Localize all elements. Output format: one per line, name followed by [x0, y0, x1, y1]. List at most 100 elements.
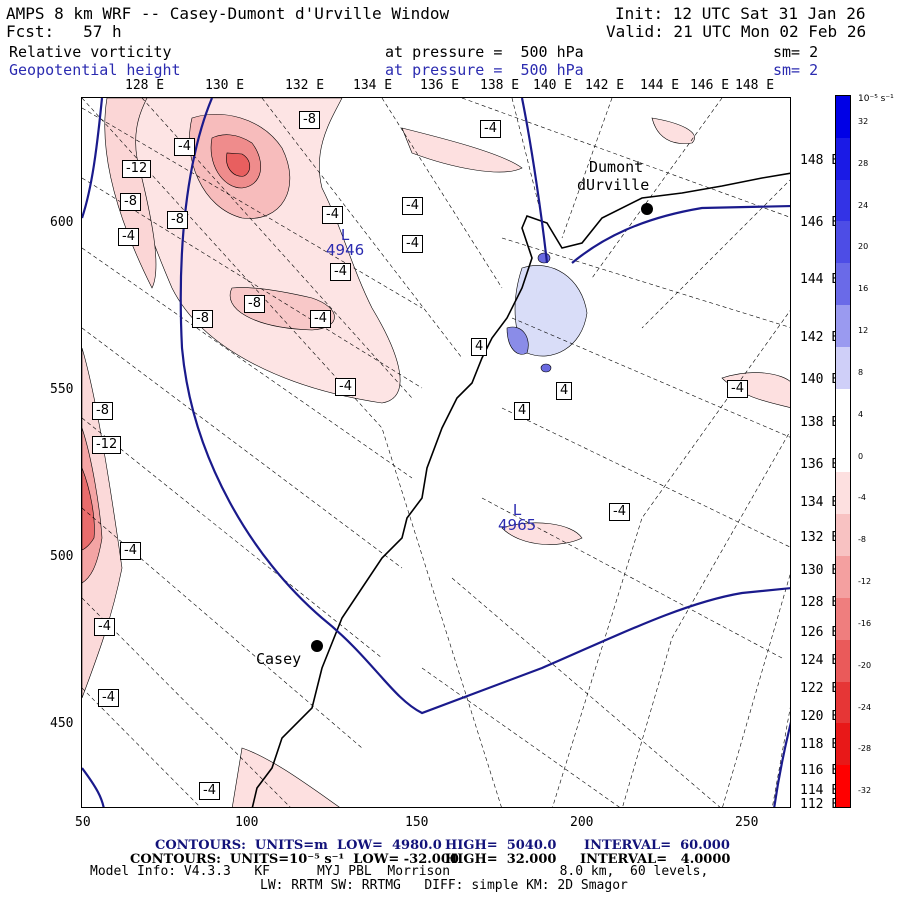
colorbar-label: 8: [858, 367, 864, 377]
low-center-1: L 4946: [326, 226, 365, 259]
bottom-x-label: 200: [570, 815, 594, 830]
right-lat-label: 126 E: [800, 625, 840, 640]
low-center-2: L 4965: [498, 501, 537, 534]
contour-value-label: -4: [402, 197, 423, 215]
left-y-label: 550: [50, 382, 74, 397]
right-lat-label: 138 E: [800, 415, 840, 430]
contour-value-label: 4: [471, 338, 488, 356]
contour-value-label: -4: [94, 618, 115, 636]
contour-value-label: -4: [402, 235, 423, 253]
contour-value-label: -4: [727, 380, 748, 398]
bottom-x-label: 50: [75, 815, 91, 830]
contour-value-label: -8: [244, 295, 265, 313]
plot-title: AMPS 8 km WRF -- Casey-Dumont d'Urville …: [6, 4, 450, 23]
colorbar-segment: [836, 597, 850, 641]
top-lon-label: 134 E: [353, 78, 393, 93]
top-lon-label: 138 E: [480, 78, 520, 93]
bottom-x-label: 150: [405, 815, 429, 830]
colorbar-label: -16: [858, 618, 872, 628]
colorbar-segment: [836, 305, 850, 348]
colorbar-segment: [836, 388, 850, 432]
right-lat-label: 124 E: [800, 653, 840, 668]
contour-value-label: -8: [167, 211, 188, 229]
top-lon-label: 142 E: [585, 78, 625, 93]
footer-height-contours: CONTOURS: UNITS=m LOW= 4980.0: [155, 838, 442, 853]
station-marker-dumont: [641, 203, 653, 215]
field2-name: Geopotential height: [9, 61, 181, 79]
colorbar-segment: [836, 556, 850, 599]
right-lat-label: 122 E: [800, 681, 840, 696]
map-canvas: [82, 98, 790, 807]
footer-model-info: Model Info: V4.3.3 KF MYJ PBL Morrison 8…: [90, 864, 709, 879]
colorbar-segment: [836, 514, 850, 557]
forecast-hour: Fcst: 57 h: [6, 22, 122, 41]
colorbar-label: 28: [858, 158, 869, 168]
contour-value-label: -4: [335, 378, 356, 396]
colorbar-segment: [836, 639, 850, 683]
colorbar-segment: [836, 137, 850, 181]
right-lat-label: 136 E: [800, 457, 840, 472]
right-lat-label: 148 E: [800, 153, 840, 168]
init-time: Init: 12 UTC Sat 31 Jan 26: [615, 4, 866, 23]
station-label-casey: Casey: [256, 650, 302, 668]
right-lat-label: 112 E: [800, 797, 840, 812]
colorbar-label: 32: [858, 117, 869, 126]
contour-value-label: -4: [174, 138, 195, 156]
colorbar-label: -8: [858, 535, 866, 545]
colorbar-label: -28: [858, 744, 872, 754]
left-y-label: 500: [50, 549, 74, 564]
colorbar-label: -4: [858, 493, 866, 503]
contour-value-label: -12: [92, 436, 122, 454]
top-lon-label: 140 E: [533, 78, 573, 93]
contour-value-label: -4: [480, 120, 501, 138]
right-lat-label: 142 E: [800, 330, 840, 345]
field1-level: at pressure = 500 hPa: [385, 43, 584, 61]
colorbar-label: 20: [858, 242, 869, 252]
top-lon-label: 144 E: [640, 78, 680, 93]
valid-time: Valid: 21 UTC Mon 02 Feb 26: [606, 22, 867, 41]
right-lat-label: 144 E: [800, 272, 840, 287]
contour-value-label: -4: [120, 542, 141, 560]
top-lon-label: 136 E: [420, 78, 460, 93]
bottom-x-label: 250: [735, 815, 759, 830]
top-lon-label: 128 E: [125, 78, 165, 93]
contour-value-label: -4: [322, 206, 343, 224]
field1-smoothing: sm= 2: [773, 43, 819, 61]
colorbar-segment: [836, 723, 850, 766]
colorbar-label: -20: [858, 660, 872, 670]
colorbar-label: -32: [858, 786, 872, 796]
field1-name: Relative vorticity: [9, 43, 172, 61]
station-label-dumont: Dumont dUrville: [577, 158, 650, 194]
colorbar-label: 0: [858, 451, 864, 461]
left-y-label: 450: [50, 716, 74, 731]
contour-value-label: -8: [299, 111, 320, 129]
left-y-label: 600: [50, 215, 74, 230]
contour-value-label: -4: [118, 228, 139, 246]
colorbar-label: 12: [858, 326, 869, 336]
right-lat-label: 130 E: [800, 563, 840, 578]
colorbar-label: -12: [858, 577, 872, 587]
contour-value-label: -4: [330, 263, 351, 281]
right-lat-label: 132 E: [800, 530, 840, 545]
footer-vort-contours: CONTOURS: UNITS=10⁻⁵ s⁻¹ LOW= -32.000: [130, 852, 459, 867]
colorbar-segment: [836, 430, 850, 473]
top-lon-label: 148 E: [735, 78, 775, 93]
colorbar-segment: [836, 179, 850, 222]
footer-vort-high: HIGH= 32.000: [445, 852, 557, 867]
bottom-x-label: 100: [235, 815, 259, 830]
contour-value-label: -4: [199, 782, 220, 800]
contour-value-label: -4: [609, 503, 630, 521]
map-panel: Dumont dUrville Casey L 4946 L 4965 -8 -4 -1…: [81, 97, 791, 808]
colorbar-label: -24: [858, 702, 872, 712]
colorbar-segment: [836, 221, 850, 264]
colorbar-label: 24: [858, 200, 869, 210]
top-lon-label: 146 E: [690, 78, 730, 93]
graticule: [82, 98, 790, 807]
vorticity-fill: [82, 98, 790, 807]
contour-value-label: 4: [556, 382, 573, 400]
colorbar-segment: [836, 765, 850, 808]
colorbar-label: 16: [858, 284, 869, 294]
contour-value-label: -8: [192, 310, 213, 328]
top-lon-label: 132 E: [285, 78, 325, 93]
right-lat-label: 120 E: [800, 709, 840, 724]
